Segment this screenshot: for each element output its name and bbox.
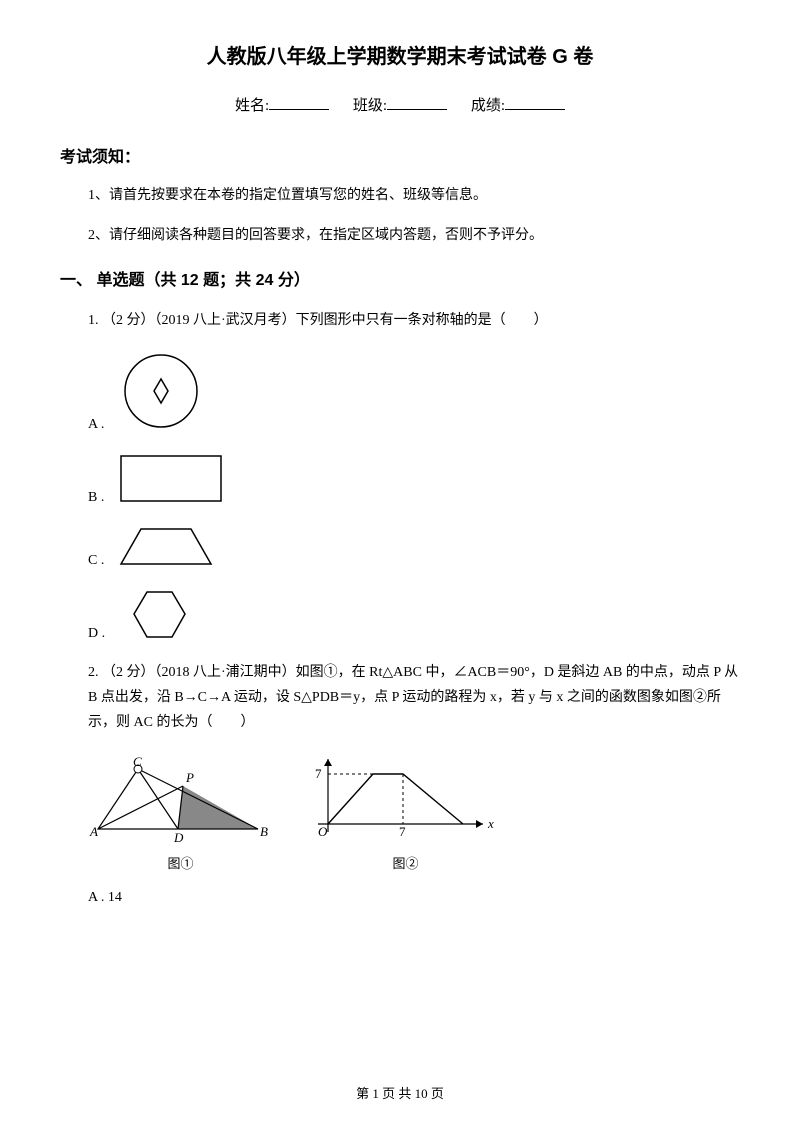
rectangle-icon [116, 451, 226, 506]
class-blank[interactable] [387, 94, 447, 110]
svg-text:P: P [185, 770, 194, 785]
score-label: 成绩: [471, 98, 505, 114]
q2-figure-1: A B C D P 图① [88, 754, 273, 872]
page-title: 人教版八年级上学期数学期末考试试卷 G 卷 [60, 40, 740, 69]
question-1-text: 1. （2 分）（2019 八上·武汉月考）下列图形中只有一条对称轴的是（ ） [88, 308, 740, 333]
question-2-text: 2. （2 分）（2018 八上·浦江期中）如图①，在 Rt△ABC 中，∠AC… [88, 660, 740, 736]
q1-option-a: A . [88, 351, 740, 433]
svg-text:x: x [487, 816, 494, 831]
q2-figures: A B C D P 图① O x 7 7 图② [88, 754, 740, 872]
q1-option-d-label: D . [88, 626, 105, 642]
q2-option-a: A . 14 [88, 890, 740, 906]
svg-text:D: D [173, 830, 184, 845]
q1-option-d: D . [88, 587, 740, 642]
graph-diagram-icon: O x 7 7 [313, 754, 498, 849]
class-label: 班级: [353, 98, 387, 114]
name-blank[interactable] [269, 94, 329, 110]
svg-text:B: B [260, 824, 268, 839]
notice-item-2: 2、请仔细阅读各种题目的回答要求，在指定区域内答题，否则不予评分。 [88, 225, 740, 247]
q1-option-b: B . [88, 451, 740, 506]
notice-item-1: 1、请首先按要求在本卷的指定位置填写您的姓名、班级等信息。 [88, 185, 740, 207]
svg-text:7: 7 [315, 766, 322, 781]
name-label: 姓名: [235, 98, 269, 114]
q1-option-a-label: A . [88, 417, 104, 433]
svg-text:C: C [133, 754, 142, 769]
section-1-heading: 一、 单选题（共 12 题；共 24 分） [60, 266, 740, 290]
svg-text:O: O [318, 824, 328, 839]
page-footer: 第 1 页 共 10 页 [0, 1083, 800, 1102]
svg-text:A: A [89, 824, 98, 839]
score-blank[interactable] [505, 94, 565, 110]
q1-option-c: C . [88, 524, 740, 569]
notice-heading: 考试须知： [60, 143, 740, 167]
q2-fig1-caption: 图① [88, 853, 273, 872]
svg-text:7: 7 [399, 824, 406, 839]
hexagon-icon [117, 587, 202, 642]
info-row: 姓名: 班级: 成绩: [60, 94, 740, 115]
q1-option-c-label: C . [88, 553, 104, 569]
circle-diamond-icon [116, 351, 206, 433]
triangle-diagram-icon: A B C D P [88, 754, 273, 849]
q2-fig2-caption: 图② [313, 853, 498, 872]
q1-option-b-label: B . [88, 490, 104, 506]
q2-figure-2: O x 7 7 图② [313, 754, 498, 872]
trapezoid-icon [116, 524, 216, 569]
